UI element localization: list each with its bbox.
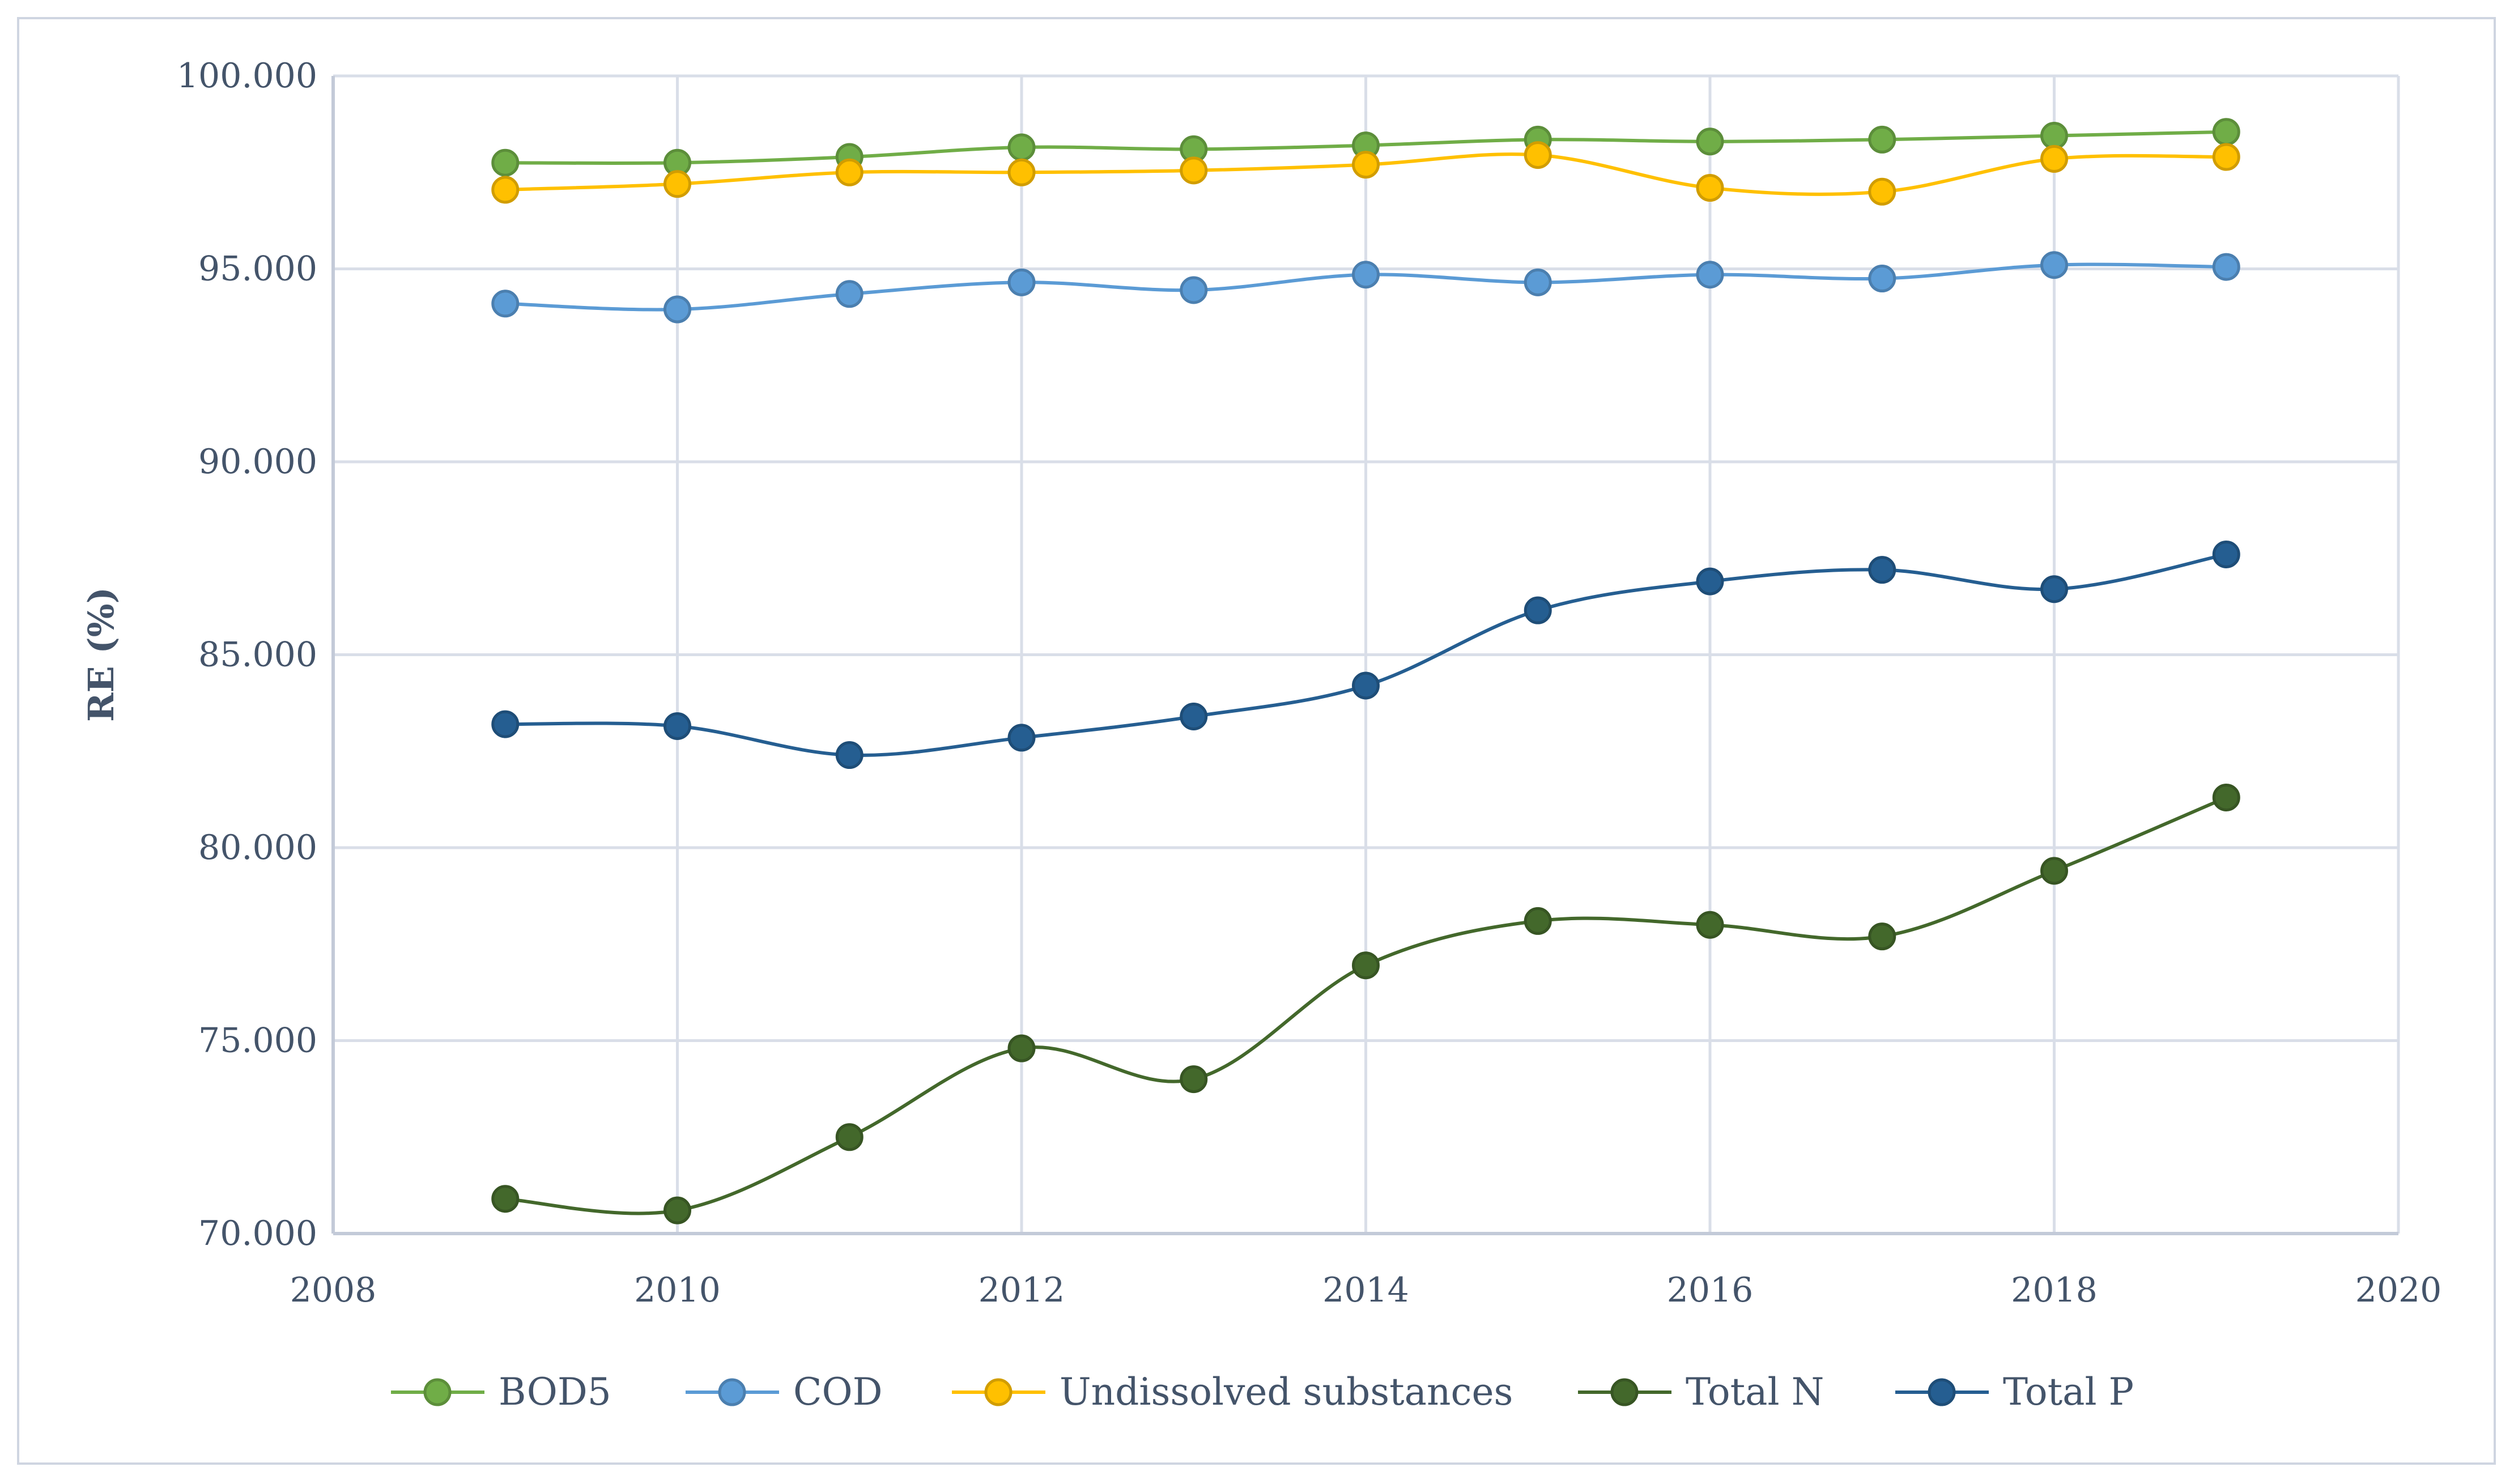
legend-item: Undissolved substances: [952, 1370, 1513, 1414]
data-point: [1868, 265, 1896, 293]
chart-frame: [17, 17, 2496, 1465]
series-lines: [491, 118, 2240, 1224]
x-tick-label: 2014: [1322, 1270, 1409, 1310]
data-point: [1696, 261, 1724, 289]
x-tick-label: 2012: [979, 1270, 1065, 1310]
data-point: [1524, 268, 1552, 296]
data-point: [2040, 857, 2068, 885]
data-point: [1524, 907, 1552, 935]
x-tick-label: 2018: [2011, 1270, 2098, 1310]
data-point: [1007, 724, 1036, 752]
legend-label: Total P: [2003, 1370, 2134, 1414]
data-point: [835, 158, 863, 186]
series-cod: [491, 251, 2240, 324]
data-point: [1868, 922, 1896, 951]
data-point: [1180, 156, 1208, 185]
legend-item: Total P: [1895, 1370, 2134, 1414]
data-point: [491, 148, 520, 177]
series-undissolved-substances: [491, 141, 2240, 206]
legend-label: Undissolved substances: [1060, 1370, 1513, 1414]
data-point: [663, 170, 691, 198]
data-point: [1868, 125, 1896, 154]
data-point: [835, 1123, 863, 1151]
data-point: [1007, 1034, 1036, 1062]
data-point: [1868, 556, 1896, 584]
legend: BOD5 COD Undissolved substances Total N Tota…: [391, 1370, 2134, 1414]
data-point: [1352, 151, 1380, 179]
data-point: [663, 712, 691, 740]
data-point: [1696, 911, 1724, 939]
data-point: [1696, 127, 1724, 156]
legend-label: Total N: [1686, 1370, 1824, 1414]
x-tick-label: 2008: [290, 1270, 377, 1310]
data-point: [1352, 261, 1380, 289]
data-point: [2212, 540, 2240, 568]
gridlines: [331, 74, 2400, 1235]
x-tick-label: 2020: [2355, 1270, 2442, 1310]
y-tick-label: 95.000: [198, 249, 317, 289]
y-tick-label: 70.000: [198, 1214, 317, 1253]
data-point: [2040, 575, 2068, 603]
data-point: [2212, 118, 2240, 146]
data-point: [491, 290, 520, 318]
data-point: [2040, 122, 2068, 150]
series-total-p: [491, 540, 2240, 769]
series-total-n: [491, 783, 2240, 1224]
data-point: [1007, 133, 1036, 161]
data-point: [1868, 177, 1896, 206]
data-point: [1352, 951, 1380, 980]
data-point: [663, 1196, 691, 1224]
axes: 70.000 75.000 80.000 85.000 90.000 95.000 100.…: [177, 56, 2441, 1310]
data-point: [2212, 253, 2240, 281]
data-point: [1696, 173, 1724, 202]
y-tick-label: 75.000: [198, 1021, 317, 1061]
legend-item: BOD5: [391, 1370, 611, 1414]
data-point: [835, 280, 863, 308]
data-point: [1007, 158, 1036, 186]
x-tick-label: 2016: [1667, 1270, 1754, 1310]
x-tick-label: 2010: [634, 1270, 721, 1310]
y-axis-title: RE (%): [80, 587, 122, 722]
data-point: [2040, 144, 2068, 173]
data-point: [1180, 702, 1208, 730]
data-point: [663, 295, 691, 324]
data-point: [491, 710, 520, 738]
legend-item: COD: [686, 1370, 883, 1414]
legend-label: COD: [793, 1370, 883, 1414]
data-point: [1352, 671, 1380, 700]
legend-label: BOD5: [499, 1370, 611, 1414]
y-tick-label: 85.000: [198, 635, 317, 675]
data-point: [2212, 143, 2240, 171]
legend-marker: [984, 1378, 1013, 1406]
legend-marker: [718, 1378, 746, 1406]
y-tick-label: 90.000: [198, 442, 317, 482]
legend-marker: [1928, 1378, 1956, 1406]
data-point: [1180, 276, 1208, 304]
data-point: [1180, 1065, 1208, 1094]
legend-marker: [423, 1378, 452, 1406]
data-point: [2212, 783, 2240, 811]
legend-marker: [1610, 1378, 1639, 1406]
data-point: [491, 1185, 520, 1213]
y-tick-label: 80.000: [198, 828, 317, 868]
legend-item: Total N: [1578, 1370, 1824, 1414]
data-point: [1696, 567, 1724, 596]
data-point: [491, 176, 520, 204]
data-point: [2040, 251, 2068, 279]
data-point: [1524, 596, 1552, 624]
data-point: [1007, 268, 1036, 296]
data-point: [1524, 141, 1552, 169]
data-point: [835, 741, 863, 769]
y-tick-label: 100.000: [177, 56, 317, 96]
